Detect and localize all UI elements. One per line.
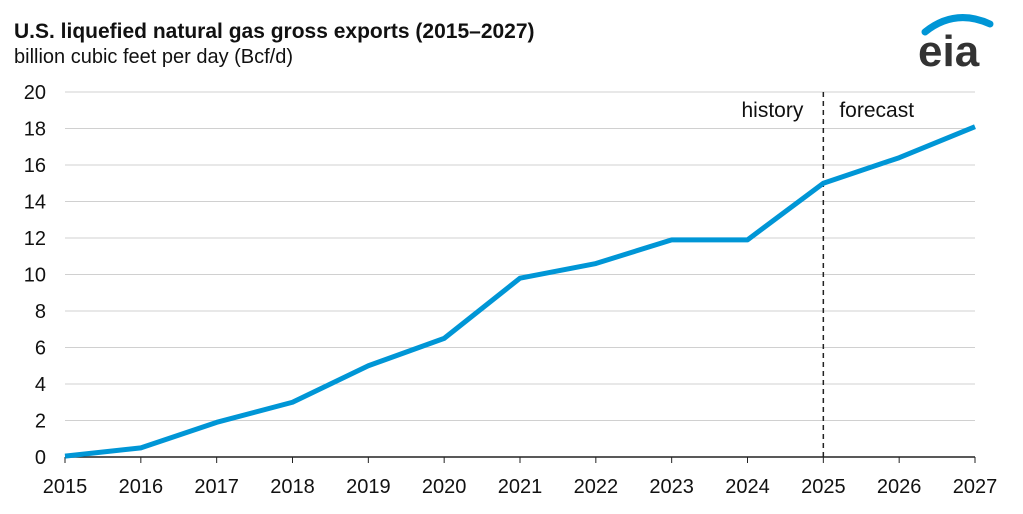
x-tick-label: 2024: [725, 476, 770, 498]
x-tick-label: 2027: [953, 476, 998, 498]
y-tick-label: 2: [35, 411, 46, 433]
history-label: history: [741, 99, 803, 122]
x-tick-label: 2020: [422, 476, 467, 498]
x-tick-label: 2015: [43, 476, 88, 498]
y-tick-label: 8: [35, 301, 46, 323]
x-tick-label: 2021: [498, 476, 543, 498]
y-tick-label: 0: [35, 447, 46, 469]
y-tick-label: 6: [35, 338, 46, 360]
y-tick-label: 10: [24, 265, 46, 287]
x-tick-label: 2018: [270, 476, 315, 498]
x-tick-label: 2025: [801, 476, 846, 498]
logo-text: eia: [918, 27, 980, 76]
x-tick-label: 2022: [574, 476, 619, 498]
y-tick-label: 14: [24, 192, 46, 214]
x-tick-label: 2026: [877, 476, 922, 498]
y-tick-label: 16: [24, 155, 46, 177]
y-tick-label: 12: [24, 228, 46, 250]
forecast-label: forecast: [839, 99, 914, 122]
chart-title: U.S. liquefied natural gas gross exports…: [14, 20, 535, 43]
y-tick-label: 4: [35, 374, 46, 396]
x-tick-label: 2023: [649, 476, 694, 498]
x-tick-label: 2017: [194, 476, 239, 498]
y-tick-label: 18: [24, 119, 46, 141]
y-tick-label: 20: [24, 82, 46, 104]
x-tick-label: 2016: [119, 476, 164, 498]
eia-logo: eia: [918, 14, 994, 76]
series-line: [64, 124, 976, 459]
chart-subtitle: billion cubic feet per day (Bcf/d): [14, 46, 294, 68]
x-tick-label: 2019: [346, 476, 391, 498]
